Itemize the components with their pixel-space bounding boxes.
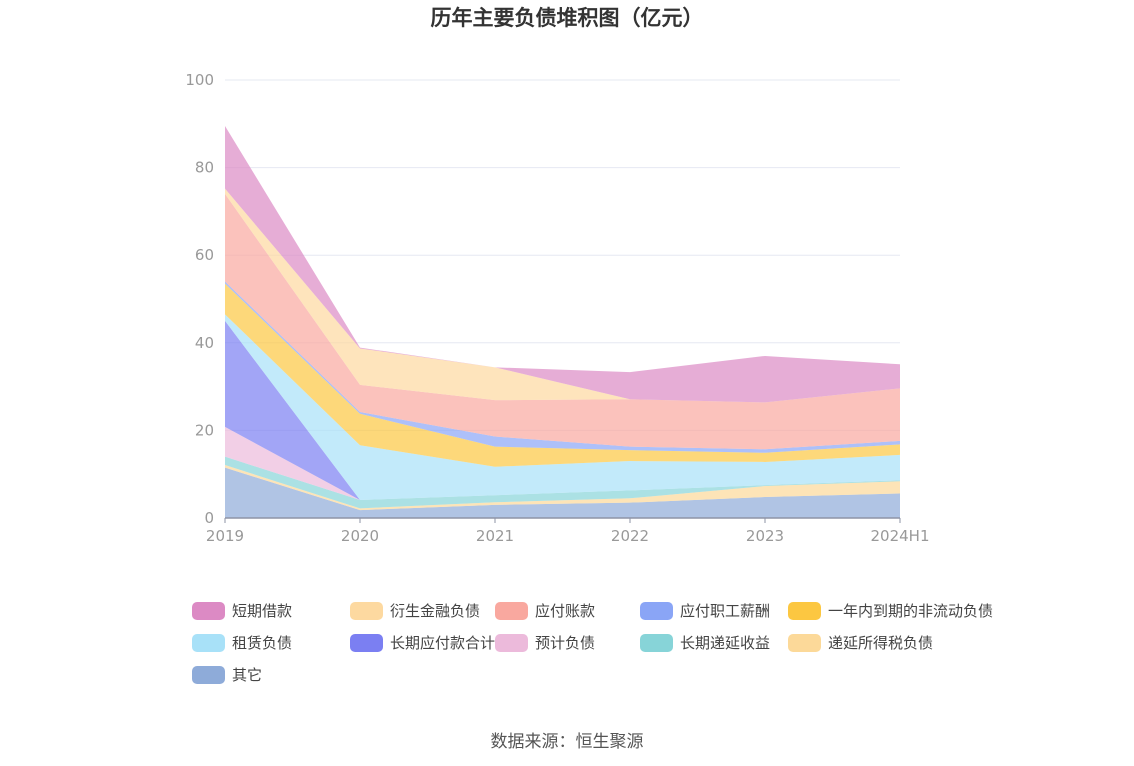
data-source: 数据来源：恒生聚源 <box>491 732 644 752</box>
legend-label: 短期借款 <box>232 602 292 620</box>
legend-swatch <box>495 634 528 652</box>
y-tick-label: 20 <box>195 421 214 439</box>
legend-swatch <box>192 602 225 620</box>
area-长期递延收益[interactable] <box>225 456 900 509</box>
y-tick-label: 100 <box>185 71 214 89</box>
legend-item-短期借款[interactable]: 短期借款 <box>192 602 292 620</box>
legend-swatch <box>192 666 225 684</box>
chart-title: 历年主要负债堆积图（亿元） <box>431 6 704 30</box>
y-tick-label: 60 <box>195 246 214 264</box>
area-series-group <box>225 125 900 518</box>
legend-label: 长期应付款合计 <box>390 634 495 652</box>
y-tick-label: 40 <box>195 334 214 352</box>
x-tick-label: 2022 <box>611 527 649 545</box>
legend-item-租赁负债[interactable]: 租赁负债 <box>192 634 292 652</box>
legend-swatch <box>640 634 673 652</box>
legend-swatch <box>788 602 821 620</box>
legend-swatch <box>350 602 383 620</box>
x-tick-label: 2024H1 <box>871 527 930 545</box>
legend-item-长期递延收益[interactable]: 长期递延收益 <box>640 634 770 652</box>
axes: 0 20 40 60 80 100 2019 2020 2021 2022 2023 2024H1 <box>185 71 929 545</box>
legend-label: 长期递延收益 <box>680 634 770 652</box>
area-递延所得税负债[interactable] <box>225 465 900 511</box>
x-tick-label: 2023 <box>746 527 784 545</box>
area-应付账款[interactable] <box>225 193 900 450</box>
legend-swatch <box>192 634 225 652</box>
legend-swatch <box>788 634 821 652</box>
legend-item-递延所得税负债[interactable]: 递延所得税负债 <box>788 634 933 652</box>
legend-label: 租赁负债 <box>232 634 292 652</box>
x-tick-label: 2019 <box>206 527 244 545</box>
legend-item-预计负债[interactable]: 预计负债 <box>495 634 595 652</box>
area-其它[interactable] <box>225 467 900 518</box>
y-tick-label: 0 <box>204 509 214 527</box>
legend-swatch <box>640 602 673 620</box>
x-tick-label: 2021 <box>476 527 514 545</box>
y-tick-label: 80 <box>195 159 214 177</box>
legend-item-衍生金融负债[interactable]: 衍生金融负债 <box>350 602 480 620</box>
legend-item-长期应付款合计[interactable]: 长期应付款合计 <box>350 634 495 652</box>
legend-item-应付职工薪酬[interactable]: 应付职工薪酬 <box>640 602 770 620</box>
legend-label: 衍生金融负债 <box>390 602 480 620</box>
legend-label: 预计负债 <box>535 634 595 652</box>
legend-swatch <box>350 634 383 652</box>
legend-label: 一年内到期的非流动负债 <box>828 602 993 620</box>
legend-item-其它[interactable]: 其它 <box>192 666 262 684</box>
area-租赁负债[interactable] <box>225 314 900 501</box>
legend-label: 递延所得税负债 <box>828 634 933 652</box>
legend-item-一年内到期的非流动负债[interactable]: 一年内到期的非流动负债 <box>788 602 993 620</box>
x-tick-label: 2020 <box>341 527 379 545</box>
legend-label: 应付职工薪酬 <box>680 602 770 620</box>
legend-item-应付账款[interactable]: 应付账款 <box>495 602 595 620</box>
legend-label: 其它 <box>232 666 262 684</box>
legend-swatch <box>495 602 528 620</box>
legend-label: 应付账款 <box>535 602 595 620</box>
area-短期借款[interactable] <box>225 125 900 403</box>
